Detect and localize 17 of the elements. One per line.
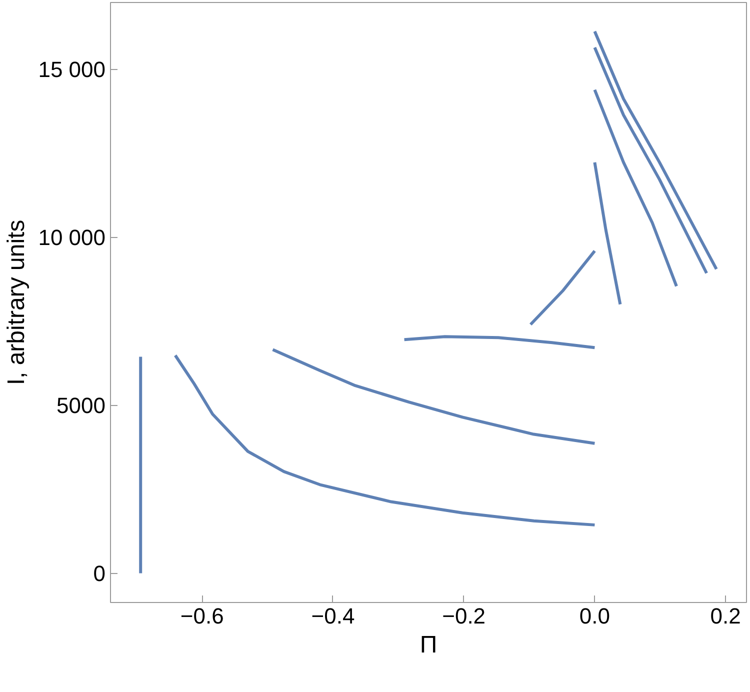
- x-tick-label: −0.6: [180, 604, 224, 628]
- y-tick-label: 15 000: [38, 57, 106, 82]
- line-series: [402, 335, 596, 350]
- x-axis-title: Π: [420, 632, 438, 658]
- line-series: [174, 354, 596, 526]
- x-tick-label: 0.0: [579, 604, 610, 628]
- y-tick-label: 0: [93, 560, 106, 586]
- y-tick-label: 10 000: [38, 225, 106, 250]
- y-axis-title: I, arbitrary units: [3, 220, 30, 386]
- line-series: [593, 88, 678, 288]
- line-series: [271, 348, 596, 445]
- y-tick-label: 5000: [56, 392, 106, 418]
- line-series: [593, 46, 708, 275]
- x-tick-label: 0.2: [710, 604, 741, 628]
- line-series: [593, 30, 718, 271]
- x-tick-label: −0.2: [442, 604, 486, 628]
- x-tick-label: −0.4: [311, 604, 355, 628]
